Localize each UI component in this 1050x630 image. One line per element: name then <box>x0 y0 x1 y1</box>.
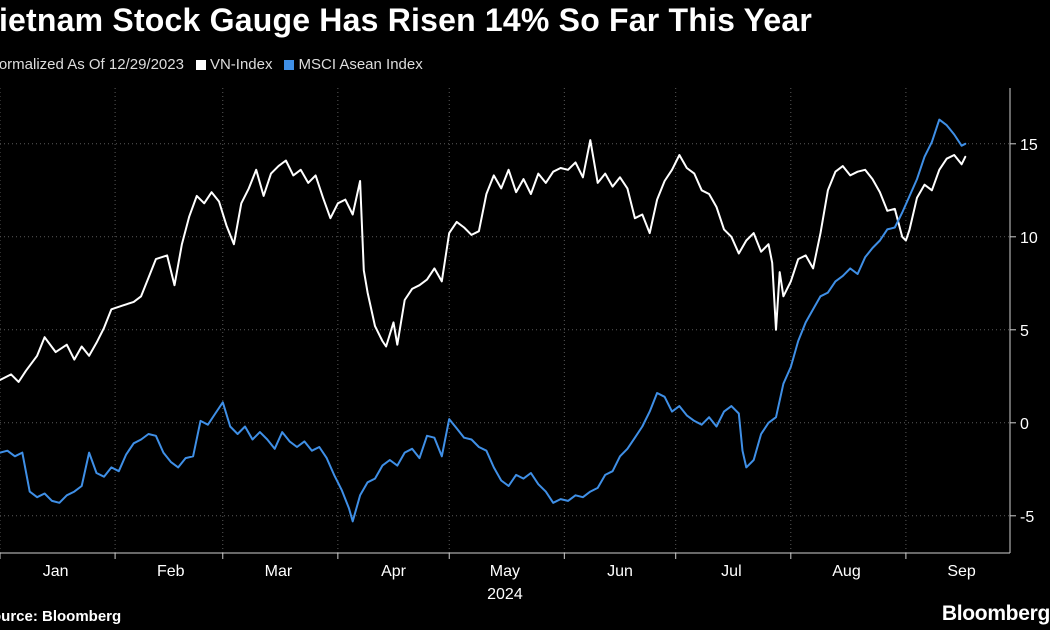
y-tick-label: 0 <box>1020 416 1029 433</box>
legend-swatch-msci-asean <box>284 59 295 70</box>
series-line-msci-asean <box>0 118 967 523</box>
x-tick-label-jun: Jun <box>607 563 633 580</box>
y-tick-label: 5 <box>1020 323 1029 340</box>
y-tick-label: 15 <box>1020 137 1038 154</box>
x-tick-label-may: May <box>490 563 520 580</box>
grid <box>0 88 1010 553</box>
x-tick-label-mar: Mar <box>265 563 293 580</box>
bloomberg-logo: Bloomberg <box>941 602 1050 625</box>
legend: Normalized As Of 12/29/2023 VN-Index MSC… <box>0 56 423 73</box>
axes <box>0 88 1016 559</box>
x-tick-label-sep: Sep <box>947 563 976 580</box>
y-tick-label: 10 <box>1020 230 1038 247</box>
line-chart: -5 0 5 10 15 Jan Feb Mar Apr May Jun Jul Aug Sep 2024 <box>0 88 1038 600</box>
x-tick-label-feb: Feb <box>157 563 185 580</box>
legend-label-vn-index: VN-Index <box>209 56 273 73</box>
legend-prefix: Normalized As Of 12/29/2023 <box>0 56 184 73</box>
legend-swatch-vn-index <box>195 59 206 70</box>
x-tick-label-aug: Aug <box>832 563 860 580</box>
series-layer <box>0 118 967 523</box>
x-tick-label-jan: Jan <box>43 563 69 580</box>
y-tick-label: -5 <box>1020 509 1034 526</box>
series-line-vn-index <box>0 139 967 383</box>
legend-label-msci-asean: MSCI Asean Index <box>298 56 423 73</box>
tick-labels: -5 0 5 10 15 Jan Feb Mar Apr May Jun Jul Aug Sep 2024 <box>43 137 1038 600</box>
x-tick-label-jul: Jul <box>721 563 741 580</box>
chart-title: Vietnam Stock Gauge Has Risen 14% So Far… <box>0 2 813 38</box>
x-tick-label-apr: Apr <box>381 563 407 580</box>
legend-item-msci-asean: MSCI Asean Index <box>284 56 423 73</box>
x-year-label: 2024 <box>487 586 523 600</box>
source-note: Source: Bloomberg <box>0 608 122 625</box>
legend-item-vn-index: VN-Index <box>195 56 273 73</box>
